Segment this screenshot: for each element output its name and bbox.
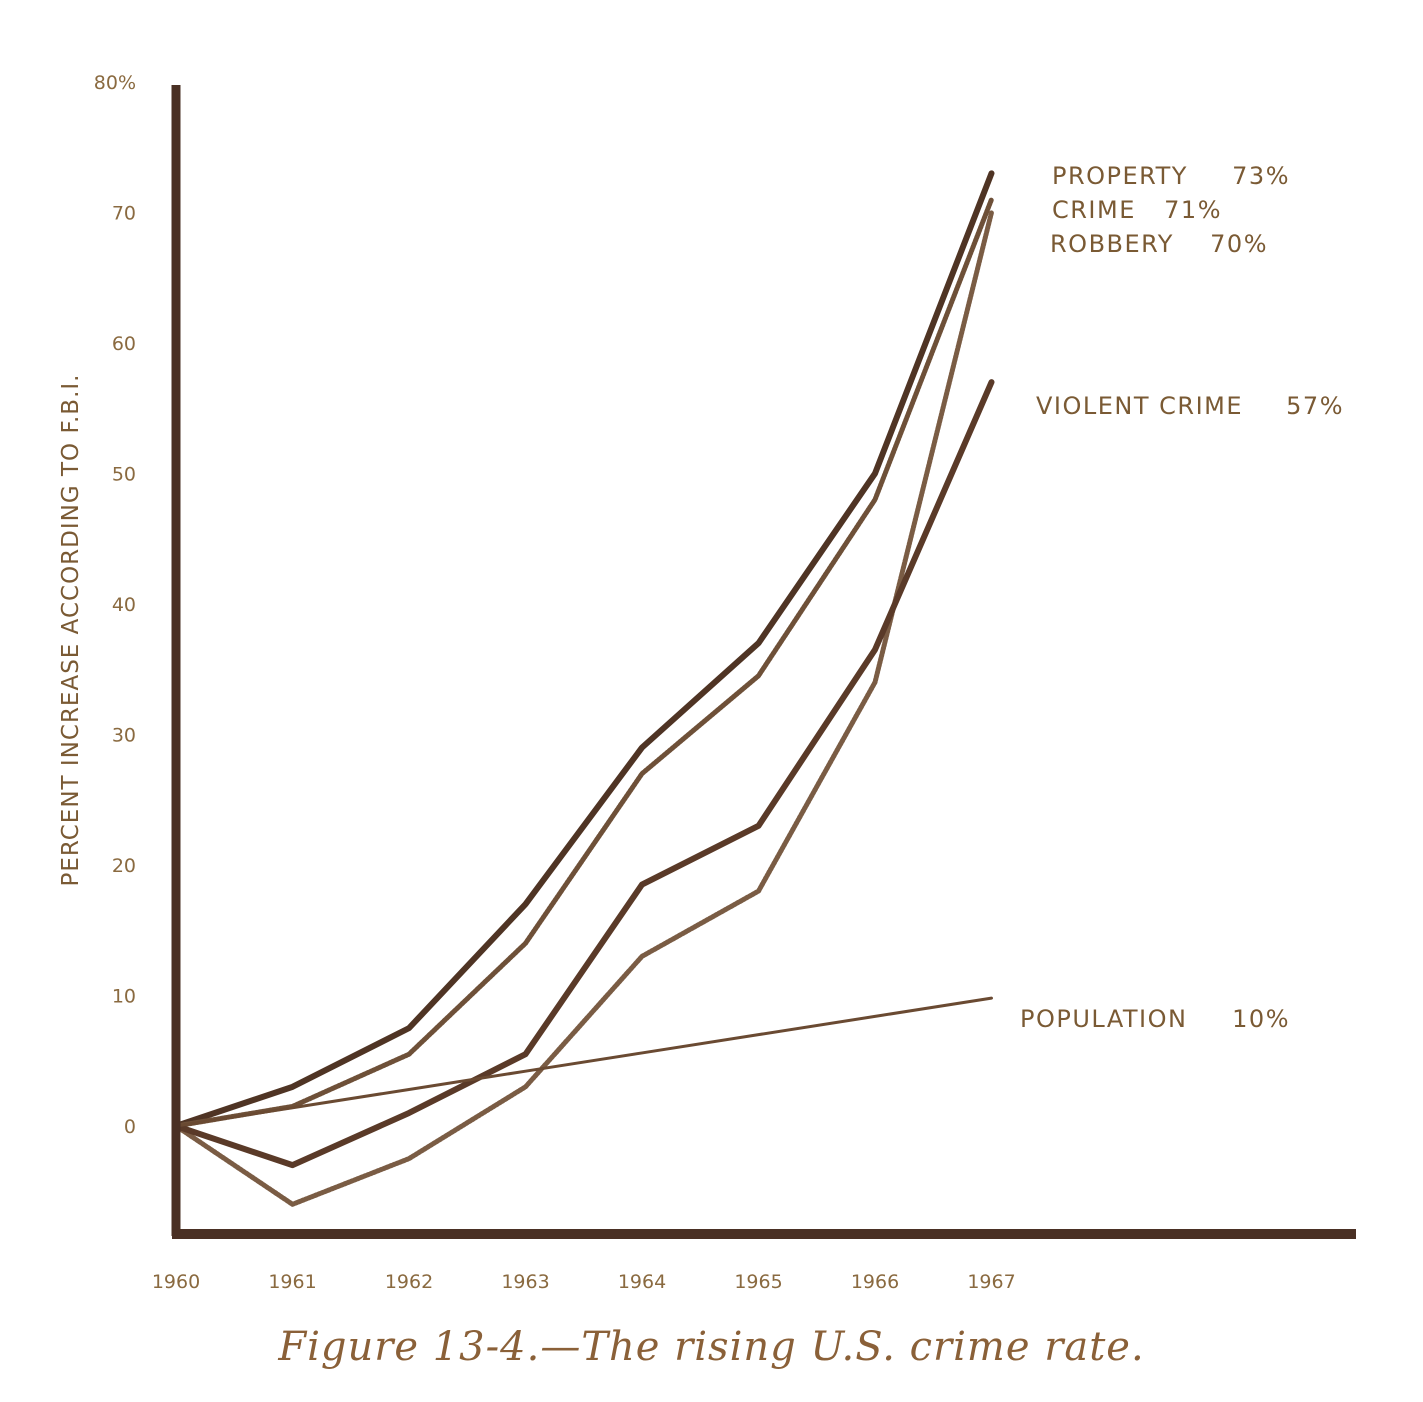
axes bbox=[171, 85, 1356, 1239]
x-tick-label: 1964 bbox=[618, 1271, 666, 1293]
series-label-violent-crime: VIOLENT CRIME bbox=[1036, 392, 1243, 420]
y-tick-label: 50 bbox=[112, 464, 136, 486]
x-tick-label: 1967 bbox=[967, 1271, 1015, 1293]
y-tick-label: 0 bbox=[124, 1116, 136, 1138]
series-line-robbery bbox=[173, 210, 994, 1207]
series-value-label-violent-crime: 57% bbox=[1286, 392, 1344, 420]
y-axis-label-group: PERCENT INCREASE ACCORDING TO F.B.I. bbox=[58, 374, 84, 887]
series-line-crime bbox=[173, 196, 994, 1129]
series-line-violent-crime bbox=[173, 379, 995, 1169]
y-axis-label: PERCENT INCREASE ACCORDING TO F.B.I. bbox=[58, 374, 84, 887]
y-tick-label: 60 bbox=[112, 333, 136, 355]
series-value-label-property: 73% bbox=[1232, 162, 1290, 190]
y-tick-label: 10 bbox=[112, 986, 136, 1008]
x-tick-label: 1965 bbox=[734, 1271, 782, 1293]
x-tick-label: 1962 bbox=[385, 1271, 433, 1293]
y-tick-label: 30 bbox=[112, 725, 136, 747]
y-tick-label: 20 bbox=[112, 855, 136, 877]
x-tick-label: 1963 bbox=[501, 1271, 549, 1293]
x-tick-label: 1966 bbox=[851, 1271, 899, 1293]
x-tick-label: 1960 bbox=[152, 1271, 200, 1293]
series-value-label-robbery: 70% bbox=[1210, 230, 1268, 258]
y-tick-labels: 80% 70 60 50 40 30 20 10 0 bbox=[94, 72, 136, 1138]
series-labels: PROPERTY 73% CRIME 71% ROBBERY 70% VIOLENT CRI… bbox=[1020, 162, 1344, 1033]
series-line-population bbox=[174, 996, 993, 1128]
series-label-robbery: ROBBERY bbox=[1050, 230, 1174, 258]
y-tick-label: 40 bbox=[112, 594, 136, 616]
series-value-label-population: 10% bbox=[1232, 1005, 1290, 1033]
series-label-population: POPULATION bbox=[1020, 1005, 1187, 1033]
figure-caption: Figure 13-4.—The rising U.S. crime rate. bbox=[278, 1324, 1145, 1370]
y-tick-label: 80% bbox=[94, 72, 136, 94]
y-tick-label: 70 bbox=[112, 203, 136, 225]
x-tick-labels: 1960 1961 1962 1963 1964 1965 1966 1967 bbox=[152, 1271, 1016, 1293]
series-value-label-crime: 71% bbox=[1164, 196, 1222, 224]
series-lines bbox=[173, 170, 995, 1207]
x-tick-label: 1961 bbox=[268, 1271, 316, 1293]
series-label-property: PROPERTY bbox=[1052, 162, 1188, 190]
series-line-property bbox=[173, 170, 995, 1129]
series-label-crime: CRIME bbox=[1052, 196, 1136, 224]
